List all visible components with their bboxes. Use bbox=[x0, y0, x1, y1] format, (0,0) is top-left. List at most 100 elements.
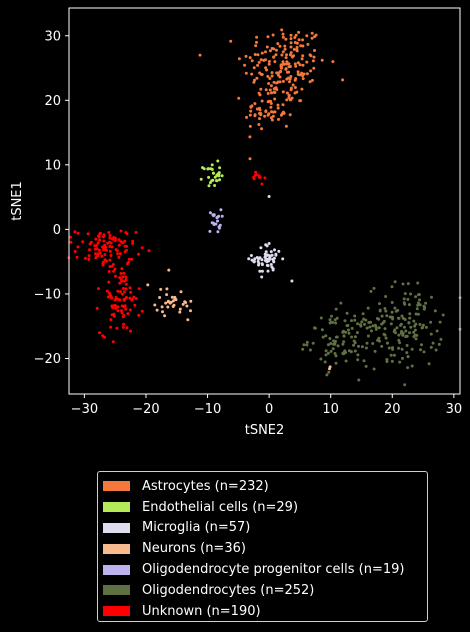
data-point bbox=[289, 88, 293, 92]
data-point bbox=[285, 60, 289, 64]
data-point bbox=[271, 114, 275, 118]
data-point bbox=[132, 295, 136, 299]
data-point bbox=[400, 347, 404, 351]
data-point bbox=[269, 84, 273, 88]
data-point bbox=[414, 322, 418, 326]
data-point bbox=[390, 359, 394, 363]
data-point bbox=[365, 326, 369, 330]
legend-item: Endothelial cells (n=29) bbox=[103, 497, 427, 518]
data-point bbox=[301, 347, 305, 351]
data-point bbox=[129, 329, 133, 333]
data-point bbox=[302, 343, 306, 347]
data-point bbox=[98, 238, 102, 242]
data-point bbox=[96, 234, 100, 238]
data-point bbox=[267, 242, 271, 245]
data-point bbox=[398, 341, 402, 345]
data-point bbox=[273, 97, 277, 101]
data-point bbox=[96, 254, 100, 258]
data-point bbox=[158, 296, 162, 299]
data-point bbox=[120, 267, 124, 271]
data-point bbox=[435, 329, 439, 333]
data-point bbox=[390, 285, 394, 289]
data-point bbox=[310, 31, 314, 35]
legend-label: Unknown (n=190) bbox=[142, 603, 261, 619]
data-point bbox=[396, 308, 400, 312]
data-point bbox=[253, 114, 257, 118]
data-point bbox=[257, 175, 261, 179]
data-point bbox=[333, 352, 337, 355]
data-point bbox=[105, 289, 109, 293]
data-point bbox=[119, 290, 122, 294]
data-point bbox=[116, 305, 120, 309]
data-point bbox=[373, 349, 377, 353]
data-point bbox=[319, 316, 323, 320]
data-point bbox=[406, 355, 410, 359]
data-point bbox=[273, 248, 276, 252]
data-point bbox=[116, 289, 120, 293]
data-point bbox=[293, 86, 297, 89]
data-point bbox=[97, 287, 100, 291]
data-point bbox=[121, 292, 124, 296]
data-point bbox=[264, 66, 268, 70]
data-point bbox=[287, 94, 291, 98]
data-point bbox=[408, 312, 412, 316]
data-point bbox=[73, 250, 77, 253]
data-point bbox=[288, 53, 292, 57]
data-point bbox=[278, 44, 282, 48]
data-point bbox=[248, 157, 252, 161]
data-point bbox=[405, 351, 409, 355]
data-point bbox=[109, 295, 113, 299]
data-point bbox=[128, 308, 132, 312]
data-point bbox=[118, 298, 122, 302]
data-point bbox=[171, 299, 175, 303]
data-point bbox=[169, 300, 173, 304]
data-point bbox=[118, 281, 122, 285]
data-point bbox=[389, 322, 393, 326]
data-point bbox=[284, 67, 288, 71]
data-point bbox=[277, 249, 281, 253]
data-point bbox=[249, 254, 253, 257]
data-point bbox=[281, 103, 285, 107]
data-point bbox=[298, 73, 302, 77]
data-point bbox=[429, 345, 433, 349]
data-point bbox=[378, 308, 382, 312]
data-point bbox=[297, 30, 301, 34]
data-point bbox=[266, 269, 270, 273]
legend-swatch bbox=[103, 543, 130, 554]
data-point bbox=[296, 61, 300, 65]
data-point bbox=[281, 50, 285, 54]
data-point bbox=[310, 78, 314, 82]
data-point bbox=[265, 244, 269, 248]
legend-swatch bbox=[103, 502, 130, 513]
data-point bbox=[368, 325, 372, 329]
data-point bbox=[164, 301, 168, 305]
data-point bbox=[345, 311, 349, 315]
data-point bbox=[264, 110, 268, 114]
data-point bbox=[278, 80, 282, 84]
data-point bbox=[369, 289, 373, 293]
data-point bbox=[267, 62, 271, 66]
data-point bbox=[213, 184, 217, 187]
data-point bbox=[220, 214, 224, 218]
data-point bbox=[260, 73, 264, 76]
data-point bbox=[294, 33, 298, 37]
data-point bbox=[264, 88, 268, 92]
data-point bbox=[146, 283, 150, 287]
data-point bbox=[253, 78, 256, 82]
legend-swatch bbox=[103, 585, 130, 596]
data-point bbox=[313, 49, 316, 52]
data-point bbox=[406, 282, 410, 286]
data-point bbox=[345, 324, 349, 328]
data-point bbox=[109, 325, 113, 329]
data-point bbox=[280, 28, 284, 32]
data-point bbox=[397, 316, 401, 320]
data-point bbox=[140, 246, 144, 250]
data-point bbox=[401, 356, 404, 360]
data-point bbox=[260, 258, 264, 262]
data-point bbox=[385, 358, 389, 361]
data-point bbox=[383, 307, 387, 310]
data-point bbox=[115, 326, 119, 330]
data-point bbox=[272, 55, 276, 59]
data-point bbox=[378, 339, 381, 343]
data-point bbox=[377, 317, 381, 321]
